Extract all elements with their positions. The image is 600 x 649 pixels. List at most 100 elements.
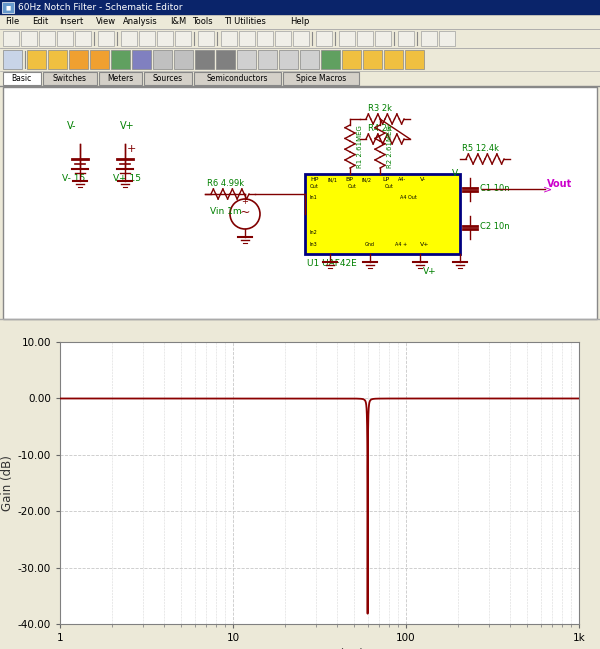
Text: Gnd: Gnd bbox=[365, 242, 375, 247]
Bar bbox=[439, 31, 455, 46]
Text: TI Utilities: TI Utilities bbox=[224, 18, 266, 27]
Bar bbox=[27, 50, 46, 69]
Bar bbox=[39, 31, 55, 46]
Bar bbox=[0, 0, 600, 15]
Text: 60Hz Notch Filter - Schematic Editor: 60Hz Notch Filter - Schematic Editor bbox=[18, 3, 182, 12]
Text: Meters: Meters bbox=[107, 74, 133, 83]
Text: R6 4.99k: R6 4.99k bbox=[207, 179, 244, 188]
Bar bbox=[363, 50, 382, 69]
Bar bbox=[48, 50, 67, 69]
Text: V+: V+ bbox=[420, 242, 430, 247]
Text: R4 2k: R4 2k bbox=[368, 124, 392, 133]
Bar bbox=[321, 50, 340, 69]
Text: U1 UAF42E: U1 UAF42E bbox=[307, 259, 357, 268]
Text: ■: ■ bbox=[5, 5, 11, 10]
Text: Insert: Insert bbox=[59, 18, 83, 27]
Text: V+ 15: V+ 15 bbox=[113, 174, 141, 183]
Text: R5 12.4k: R5 12.4k bbox=[462, 144, 499, 153]
Bar bbox=[0, 71, 600, 86]
Text: In3: In3 bbox=[310, 242, 318, 247]
Bar bbox=[98, 72, 142, 85]
Y-axis label: Gain (dB): Gain (dB) bbox=[1, 455, 14, 511]
Text: IN/2: IN/2 bbox=[361, 177, 371, 182]
Text: Spice Macros: Spice Macros bbox=[296, 74, 346, 83]
Text: Switches: Switches bbox=[53, 74, 86, 83]
Bar bbox=[375, 31, 391, 46]
Bar bbox=[43, 72, 97, 85]
Bar bbox=[258, 50, 277, 69]
Text: V+: V+ bbox=[423, 267, 437, 276]
Bar bbox=[3, 50, 22, 69]
Bar bbox=[221, 31, 237, 46]
Text: Vin 1m: Vin 1m bbox=[210, 207, 242, 216]
Text: Analysis: Analysis bbox=[124, 18, 158, 27]
Bar bbox=[421, 31, 437, 46]
Text: Basic: Basic bbox=[11, 74, 32, 83]
Bar bbox=[157, 31, 173, 46]
Bar bbox=[357, 31, 373, 46]
Text: BP: BP bbox=[345, 177, 353, 182]
Bar bbox=[283, 72, 359, 85]
Bar bbox=[279, 50, 298, 69]
Bar bbox=[3, 72, 41, 85]
Bar bbox=[237, 50, 256, 69]
Text: Vout: Vout bbox=[547, 179, 572, 189]
Text: Edit: Edit bbox=[32, 18, 49, 27]
Text: >: > bbox=[543, 184, 552, 194]
Bar bbox=[257, 31, 273, 46]
Text: Out: Out bbox=[310, 184, 319, 189]
Bar bbox=[0, 29, 600, 48]
Bar bbox=[275, 31, 291, 46]
Bar bbox=[293, 31, 309, 46]
Text: V+: V+ bbox=[119, 121, 134, 131]
Bar bbox=[384, 50, 403, 69]
Bar bbox=[175, 31, 191, 46]
Text: In2: In2 bbox=[310, 230, 318, 235]
Text: Help: Help bbox=[290, 18, 309, 27]
Bar bbox=[398, 31, 414, 46]
Bar bbox=[0, 15, 600, 29]
Bar bbox=[90, 50, 109, 69]
Text: View: View bbox=[96, 18, 116, 27]
Bar bbox=[132, 50, 151, 69]
Bar bbox=[305, 174, 460, 254]
Bar bbox=[195, 50, 214, 69]
Bar bbox=[3, 87, 597, 319]
Bar bbox=[139, 31, 155, 46]
Bar bbox=[239, 31, 255, 46]
Bar bbox=[174, 50, 193, 69]
Bar bbox=[69, 50, 88, 69]
Bar bbox=[143, 72, 192, 85]
Bar bbox=[194, 72, 281, 85]
Text: V-: V- bbox=[67, 121, 77, 131]
Text: V-: V- bbox=[420, 177, 426, 182]
Text: File: File bbox=[5, 18, 19, 27]
Bar bbox=[98, 31, 114, 46]
Text: IN/1: IN/1 bbox=[327, 177, 337, 182]
Text: +: + bbox=[127, 144, 136, 154]
Text: C2 10n: C2 10n bbox=[480, 222, 509, 231]
Bar bbox=[121, 31, 137, 46]
Bar bbox=[342, 50, 361, 69]
Text: Out: Out bbox=[348, 184, 357, 189]
Text: +: + bbox=[241, 197, 248, 206]
Text: V-: V- bbox=[452, 169, 461, 178]
Bar bbox=[75, 31, 91, 46]
Bar bbox=[405, 50, 424, 69]
Text: C1 10n: C1 10n bbox=[480, 184, 509, 193]
Bar bbox=[339, 31, 355, 46]
Bar bbox=[21, 31, 37, 46]
Text: Semiconductors: Semiconductors bbox=[207, 74, 268, 83]
Text: R2 2.61MEG: R2 2.61MEG bbox=[387, 126, 393, 168]
Text: ~: ~ bbox=[240, 206, 250, 219]
Bar bbox=[0, 48, 600, 71]
Bar bbox=[198, 31, 214, 46]
Text: In1: In1 bbox=[310, 195, 318, 200]
Text: R3 2k: R3 2k bbox=[368, 104, 392, 113]
Bar bbox=[111, 50, 130, 69]
X-axis label: Frequency (Hz): Frequency (Hz) bbox=[275, 648, 364, 649]
Text: HP: HP bbox=[310, 177, 319, 182]
Text: LP: LP bbox=[382, 177, 389, 182]
Text: Tools: Tools bbox=[192, 18, 213, 27]
Bar bbox=[316, 31, 332, 46]
